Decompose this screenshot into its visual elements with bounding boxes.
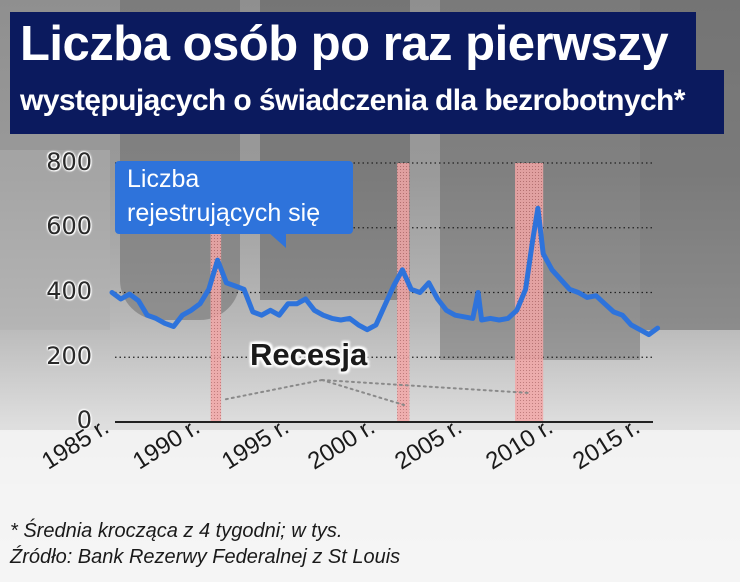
chart-subtitle: występujących o świadczenia dla bezrobot… <box>20 84 685 117</box>
callout-line2: rejestrujących się <box>127 199 321 227</box>
callout-line1: Liczba <box>127 165 200 193</box>
y-tick-400: 400 <box>46 277 92 305</box>
source-note: Źródło: Bank Rezerwy Federalnej z St Lou… <box>10 546 401 568</box>
footnote: * Średnia krocząca z 4 tygodni; w tys. <box>10 520 343 542</box>
series-callout: Liczba rejestrujących się <box>115 161 353 234</box>
recession-leader-lines <box>221 379 531 406</box>
chart-title: Liczba osób po raz pierwszy <box>20 17 669 71</box>
recession-label: Recesja <box>250 337 368 372</box>
title-line2-box: występujących o świadczenia dla bezrobot… <box>10 70 724 134</box>
title-line1-box: Liczba osób po raz pierwszy <box>10 12 696 74</box>
series-line <box>109 205 661 338</box>
y-tick-200: 200 <box>46 342 92 370</box>
y-tick-600: 600 <box>46 212 92 240</box>
y-tick-0: 0 <box>76 406 92 434</box>
y-tick-800: 800 <box>46 148 92 176</box>
callout-pointer <box>268 232 286 248</box>
